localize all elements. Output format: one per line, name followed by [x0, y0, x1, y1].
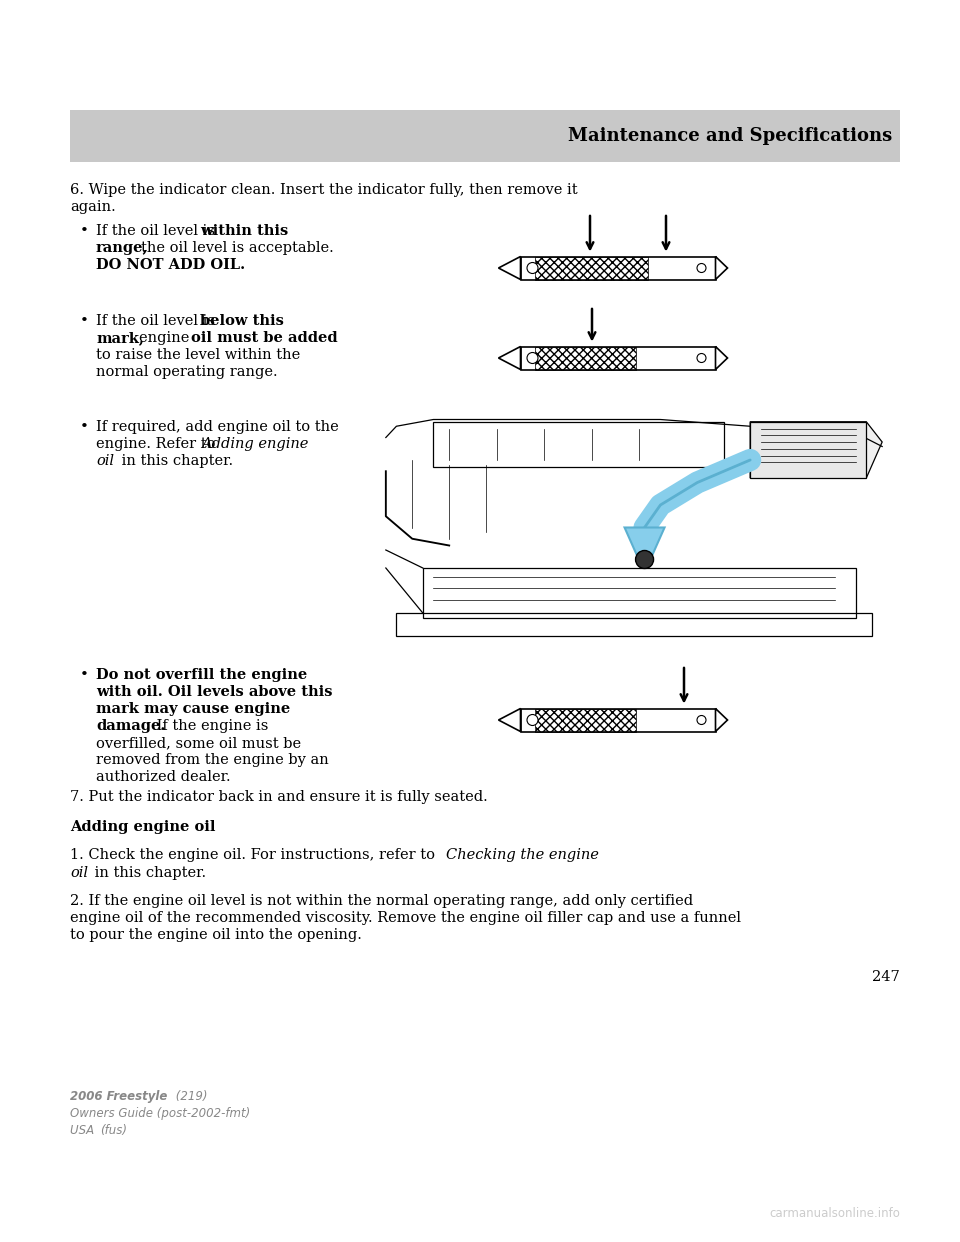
- Circle shape: [527, 353, 538, 364]
- Bar: [520, 708, 715, 732]
- Text: •: •: [80, 224, 89, 238]
- Text: 1. Check the engine oil. For instructions, refer to: 1. Check the engine oil. For instruction…: [70, 848, 440, 862]
- Text: range,: range,: [96, 241, 149, 255]
- Text: If the engine is: If the engine is: [152, 719, 269, 733]
- Polygon shape: [750, 422, 882, 478]
- Text: Adding engine oil: Adding engine oil: [70, 820, 215, 833]
- Bar: [750, 422, 866, 478]
- Circle shape: [636, 550, 654, 569]
- Text: (219): (219): [172, 1090, 207, 1103]
- Text: to pour the engine oil into the opening.: to pour the engine oil into the opening.: [70, 928, 362, 941]
- Text: •: •: [80, 314, 89, 328]
- Bar: [520, 257, 715, 279]
- Text: damage.: damage.: [96, 719, 165, 733]
- Text: overfilled, some oil must be: overfilled, some oil must be: [96, 737, 301, 750]
- Text: oil: oil: [96, 455, 114, 468]
- Circle shape: [697, 354, 706, 363]
- Text: below this: below this: [200, 314, 284, 328]
- Text: 2006 Freestyle: 2006 Freestyle: [70, 1090, 167, 1103]
- Circle shape: [697, 263, 706, 272]
- Text: to raise the level within the: to raise the level within the: [96, 348, 300, 361]
- Polygon shape: [498, 708, 520, 732]
- Text: mark,: mark,: [96, 332, 144, 345]
- Text: oil must be added: oil must be added: [191, 332, 338, 345]
- Text: engine oil of the recommended viscosity. Remove the engine oil filler cap and us: engine oil of the recommended viscosity.…: [70, 910, 741, 925]
- Text: Checking the engine: Checking the engine: [446, 848, 599, 862]
- Polygon shape: [625, 528, 664, 554]
- Bar: [433, 422, 724, 467]
- Bar: [370, 415, 898, 640]
- Circle shape: [697, 715, 706, 724]
- Text: the oil level is acceptable.: the oil level is acceptable.: [141, 241, 334, 255]
- Text: If the oil level is: If the oil level is: [96, 314, 220, 328]
- Text: 6. Wipe the indicator clean. Insert the indicator fully, then remove it: 6. Wipe the indicator clean. Insert the …: [70, 183, 578, 197]
- Text: in this chapter.: in this chapter.: [90, 866, 206, 881]
- Text: 7. Put the indicator back in and ensure it is fully seated.: 7. Put the indicator back in and ensure …: [70, 790, 488, 804]
- Bar: [520, 347, 715, 370]
- Text: within this: within this: [200, 224, 288, 238]
- Bar: [535, 708, 636, 732]
- Circle shape: [527, 714, 538, 725]
- Polygon shape: [715, 708, 728, 732]
- Text: oil: oil: [70, 866, 88, 881]
- Text: If the oil level is: If the oil level is: [96, 224, 220, 238]
- Text: carmanualsonline.info: carmanualsonline.info: [769, 1207, 900, 1220]
- Text: USA: USA: [70, 1124, 98, 1136]
- Text: •: •: [80, 668, 89, 682]
- Text: 2. If the engine oil level is not within the normal operating range, add only ce: 2. If the engine oil level is not within…: [70, 894, 693, 908]
- Text: engine. Refer to: engine. Refer to: [96, 437, 220, 451]
- Text: engine: engine: [139, 332, 194, 345]
- Text: Adding engine: Adding engine: [201, 437, 308, 451]
- Polygon shape: [715, 257, 728, 279]
- Polygon shape: [498, 347, 520, 370]
- Bar: [535, 257, 648, 279]
- Polygon shape: [498, 257, 520, 279]
- Text: •: •: [80, 420, 89, 433]
- Text: (fus): (fus): [100, 1124, 127, 1136]
- Bar: [422, 568, 855, 617]
- Bar: [70, 111, 900, 161]
- Text: DO NOT ADD OIL.: DO NOT ADD OIL.: [96, 258, 245, 272]
- Bar: [396, 614, 872, 636]
- Text: removed from the engine by an: removed from the engine by an: [96, 753, 328, 768]
- Polygon shape: [715, 347, 728, 370]
- Text: normal operating range.: normal operating range.: [96, 365, 277, 379]
- Text: authorized dealer.: authorized dealer.: [96, 770, 230, 784]
- Text: 247: 247: [873, 970, 900, 984]
- Bar: [535, 347, 636, 370]
- Text: mark may cause engine: mark may cause engine: [96, 702, 290, 715]
- Circle shape: [527, 262, 538, 273]
- Text: again.: again.: [70, 200, 116, 214]
- Text: Maintenance and Specifications: Maintenance and Specifications: [567, 127, 892, 145]
- Text: with oil. Oil levels above this: with oil. Oil levels above this: [96, 686, 332, 699]
- Text: If required, add engine oil to the: If required, add engine oil to the: [96, 420, 339, 433]
- Text: Do not overfill the engine: Do not overfill the engine: [96, 668, 307, 682]
- Text: Owners Guide (post-2002-fmt): Owners Guide (post-2002-fmt): [70, 1107, 251, 1120]
- Text: in this chapter.: in this chapter.: [117, 455, 233, 468]
